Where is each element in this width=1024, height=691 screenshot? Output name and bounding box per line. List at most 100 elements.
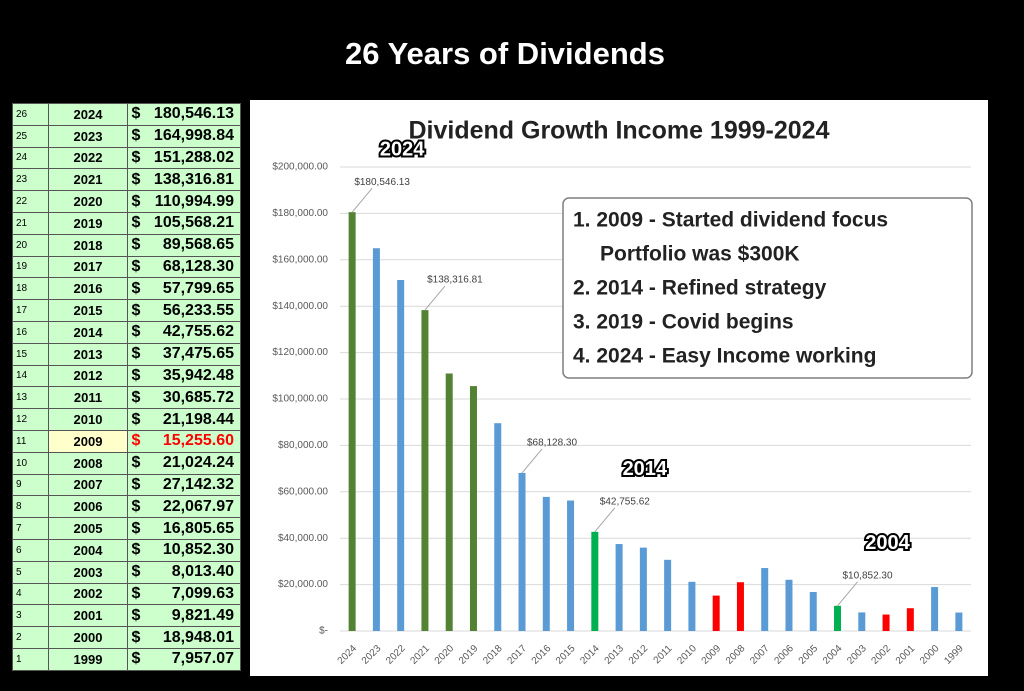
amount-cell: $57,799.65 bbox=[127, 277, 241, 301]
year-cell: 2019 bbox=[48, 211, 128, 235]
year-cell: 1999 bbox=[48, 647, 128, 671]
amount: 110,994.99 bbox=[154, 192, 234, 210]
row-number: 10 bbox=[12, 451, 49, 475]
row-number: 12 bbox=[12, 408, 49, 431]
y-tick-label: $100,000.00 bbox=[272, 394, 328, 405]
year-cell: 2013 bbox=[48, 342, 128, 366]
row-number: 8 bbox=[12, 495, 49, 519]
amount: 18,948.01 bbox=[162, 628, 234, 646]
table-row: 7 2005 $16,805.65 bbox=[12, 517, 241, 540]
year-cell: 2012 bbox=[48, 364, 128, 388]
chart-title: Dividend Growth Income 1999-2024 bbox=[409, 117, 830, 145]
amount: 8,013.40 bbox=[171, 563, 234, 581]
amount-cell: $42,755.62 bbox=[127, 320, 241, 344]
currency-sign: $ bbox=[131, 345, 141, 363]
bar bbox=[494, 423, 502, 631]
amount: 27,142.32 bbox=[162, 475, 234, 493]
currency-sign: $ bbox=[131, 257, 141, 275]
annotation: 2004 bbox=[865, 532, 910, 554]
currency-sign: $ bbox=[131, 127, 141, 145]
amount-cell: $7,099.63 bbox=[127, 582, 241, 606]
annotation: 2024 bbox=[380, 138, 425, 160]
row-number: 5 bbox=[12, 560, 49, 584]
note-line: 3. 2019 - Covid begins bbox=[573, 311, 794, 334]
currency-sign: $ bbox=[131, 584, 141, 602]
amount-cell: $110,994.99 bbox=[127, 190, 241, 213]
year-cell: 2006 bbox=[48, 495, 128, 519]
amount: 37,475.65 bbox=[162, 345, 234, 363]
table-row: 22 2020 $110,994.99 bbox=[12, 190, 241, 213]
bar bbox=[518, 472, 526, 631]
table-row: 24 2022 $151,288.02 bbox=[12, 146, 241, 170]
bar bbox=[591, 531, 599, 631]
currency-sign: $ bbox=[131, 301, 141, 319]
note-line: 2. 2014 - Refined strategy bbox=[573, 277, 827, 300]
bar bbox=[397, 280, 405, 631]
row-number: 20 bbox=[12, 233, 49, 257]
bar bbox=[348, 212, 356, 631]
table-row: 11 2009 $15,255.60 bbox=[12, 429, 241, 453]
amount-cell: $138,316.81 bbox=[127, 168, 241, 192]
row-number: 2 bbox=[12, 626, 49, 649]
year-cell: 2011 bbox=[48, 386, 128, 410]
amount-cell: $164,998.84 bbox=[127, 124, 241, 148]
bar bbox=[785, 579, 793, 631]
amount-cell: $18,948.01 bbox=[127, 626, 241, 649]
year-cell: 2004 bbox=[48, 538, 128, 562]
annotation: 2014 bbox=[623, 458, 668, 480]
row-number: 9 bbox=[12, 473, 49, 497]
table-row: 4 2002 $7,099.63 bbox=[12, 582, 241, 606]
row-number: 7 bbox=[12, 517, 49, 540]
table-row: 8 2006 $22,067.97 bbox=[12, 495, 241, 519]
amount: 21,024.24 bbox=[162, 454, 234, 472]
table-row: 23 2021 $138,316.81 bbox=[12, 168, 241, 192]
currency-sign: $ bbox=[131, 192, 141, 210]
bar bbox=[712, 595, 720, 631]
amount-cell: $10,852.30 bbox=[127, 538, 241, 562]
row-number: 13 bbox=[12, 386, 49, 410]
table-row: 25 2023 $164,998.84 bbox=[12, 124, 241, 148]
amount-cell: $15,255.60 bbox=[127, 429, 241, 453]
year-cell: 2015 bbox=[48, 299, 128, 322]
amount-cell: $8,013.40 bbox=[127, 560, 241, 584]
note-line: Portfolio was $300K bbox=[600, 243, 800, 266]
note-line: 4. 2024 - Easy Income working bbox=[573, 345, 876, 368]
amount-cell: $21,024.24 bbox=[127, 451, 241, 475]
currency-sign: $ bbox=[131, 606, 141, 624]
amount: 7,957.07 bbox=[171, 650, 234, 668]
amount: 7,099.63 bbox=[171, 584, 234, 602]
table-row: 6 2004 $10,852.30 bbox=[12, 538, 241, 562]
bar bbox=[761, 568, 769, 631]
y-tick-label: $140,000.00 bbox=[272, 301, 328, 312]
row-number: 15 bbox=[12, 342, 49, 366]
year-cell: 2024 bbox=[48, 103, 128, 126]
amount: 16,805.65 bbox=[162, 519, 234, 537]
amount: 180,546.13 bbox=[153, 105, 234, 123]
table-row: 13 2011 $30,685.72 bbox=[12, 386, 241, 410]
currency-sign: $ bbox=[131, 497, 141, 515]
year-cell: 2016 bbox=[48, 277, 128, 301]
amount-cell: $22,067.97 bbox=[127, 495, 241, 519]
bar bbox=[906, 608, 914, 631]
amount-cell: $35,942.48 bbox=[127, 364, 241, 388]
leader-line bbox=[837, 581, 858, 607]
bar bbox=[882, 614, 890, 631]
year-cell: 2001 bbox=[48, 604, 128, 628]
row-number: 18 bbox=[12, 277, 49, 301]
data-label: $42,755.62 bbox=[600, 496, 650, 507]
amount: 89,568.65 bbox=[162, 236, 234, 254]
amount: 10,852.30 bbox=[162, 541, 234, 559]
amount-cell: $9,821.49 bbox=[127, 604, 241, 628]
leader-line bbox=[521, 448, 543, 474]
leader-line bbox=[351, 187, 373, 213]
amount: 151,288.02 bbox=[153, 148, 234, 166]
currency-sign: $ bbox=[131, 541, 141, 559]
amount-cell: $105,568.21 bbox=[127, 211, 241, 235]
year-cell: 2023 bbox=[48, 124, 128, 148]
amount-cell: $56,233.55 bbox=[127, 299, 241, 322]
amount: 138,316.81 bbox=[153, 170, 234, 188]
year-cell: 2002 bbox=[48, 582, 128, 606]
y-tick-label: $200,000.00 bbox=[272, 162, 328, 173]
row-number: 22 bbox=[12, 190, 49, 213]
table-row: 12 2010 $21,198.44 bbox=[12, 408, 241, 431]
